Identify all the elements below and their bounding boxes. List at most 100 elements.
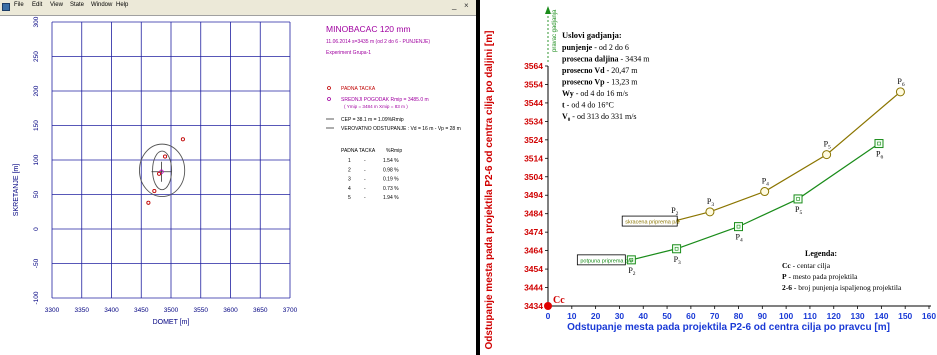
- table-cell: -: [364, 195, 366, 201]
- y-tick-label: 50: [33, 191, 40, 199]
- table-cell: 2: [348, 167, 351, 173]
- impact-point: [157, 171, 162, 176]
- data-point: [874, 139, 884, 149]
- menu-bar: File Edit View State Window Help _ ×: [0, 0, 476, 16]
- menu-state[interactable]: State: [70, 2, 85, 8]
- direction-arrow-label: pravac gadjanja: [552, 9, 558, 52]
- impact-point: [152, 188, 157, 194]
- conditions-heading: Uslovi gadjanja:: [562, 30, 622, 40]
- data-point: [760, 187, 770, 197]
- y-tick-label: 250: [33, 51, 40, 62]
- table-cell: 0.19 %: [383, 177, 399, 183]
- x-axis-label: Odstupanje mesta pada projektila P2-6 od…: [567, 322, 890, 333]
- impact-point: [180, 137, 185, 142]
- table-header: %Rmip: [386, 148, 402, 154]
- legend-mean-label: SREDNJI POGODAK Rmip = 3485.0 m: [341, 97, 429, 103]
- menu-file[interactable]: File: [14, 2, 24, 8]
- x-tick-label: 10: [567, 311, 577, 321]
- menu-edit[interactable]: Edit: [32, 2, 43, 8]
- legend-heading: Legenda:: [805, 249, 837, 258]
- condition-line: t - od 4 do 16°C: [562, 101, 614, 110]
- y-tick-label: 150: [33, 120, 40, 131]
- x-tick-label: 100: [779, 311, 793, 321]
- cep-circle: [139, 143, 186, 198]
- data-point-inner: [796, 197, 800, 201]
- legend-impact-marker: [327, 86, 331, 90]
- data-point: [734, 222, 743, 232]
- close-icon[interactable]: ×: [464, 1, 469, 10]
- data-point: [822, 150, 832, 160]
- y-tick-label: 3454: [524, 264, 543, 274]
- x-tick-label: 160: [922, 311, 936, 321]
- legend-item: P - mesto pada projektila: [782, 272, 858, 281]
- point-label: P2: [671, 206, 678, 217]
- table-cell: 1.54 %: [383, 158, 399, 164]
- legend-impact-label: PADNA TACKA: [341, 86, 376, 92]
- table-cell: -: [364, 177, 366, 183]
- menu-view[interactable]: View: [50, 2, 63, 8]
- legend-cep-label: CEP = 38.1 m = 1.09%Rmip: [341, 117, 404, 123]
- experiment-label: Experiment Grupa-1: [326, 50, 371, 56]
- y-tick-label: 3514: [524, 153, 543, 163]
- legend-deviation-label: VEROVATNO ODSTUPANJE : Vd = 16 m - Vp = …: [341, 126, 461, 132]
- panel-title: MINOBACAC 120 mm: [326, 24, 411, 34]
- x-tick-label: 90: [758, 311, 768, 321]
- y-tick-label: 3504: [524, 172, 543, 182]
- minimize-icon[interactable]: _: [452, 1, 457, 10]
- y-tick-label: 100: [33, 154, 40, 165]
- series-name-label: skracena priprema p/e: [625, 220, 680, 226]
- table-cell: 1: [348, 158, 351, 164]
- x-tick-label: 3350: [75, 307, 90, 314]
- point-label: P3: [707, 197, 714, 208]
- point-label: P4: [736, 233, 743, 244]
- data-point: [626, 255, 636, 265]
- info-line: 11.06.2014 s=3435 m (od 2 do 6 - PUNJENJ…: [326, 39, 430, 45]
- series-name-label: potpuna priprema p/e: [580, 258, 632, 264]
- series-name-box: [576, 254, 626, 266]
- point-label: P2: [628, 266, 635, 277]
- legend-mean-marker: [327, 97, 331, 101]
- menu-window[interactable]: Window: [91, 2, 113, 8]
- table-cell: 3: [348, 177, 351, 183]
- y-tick-label: 3494: [524, 190, 543, 200]
- point-label: P6: [897, 77, 904, 88]
- data-point: [793, 194, 803, 204]
- x-tick-label: 3500: [164, 307, 179, 314]
- series-line-full: [631, 143, 880, 261]
- x-tick-label: 3300: [45, 307, 60, 314]
- table-cell: 5: [348, 195, 351, 201]
- legend-item: 2-6 - broj punjenja ispaljenog projektil…: [782, 283, 902, 292]
- x-tick-label: 80: [734, 311, 744, 321]
- condition-line: V0 - od 313 do 331 m/s: [562, 112, 637, 123]
- y-tick-label: 3534: [524, 116, 543, 126]
- condition-line: prosecno Vp - 13,23 m: [562, 78, 638, 87]
- table-cell: -: [364, 186, 366, 192]
- target-center-label: Cc: [553, 295, 565, 306]
- x-tick-label: 110: [803, 311, 817, 321]
- x-tick-label: 3600: [223, 307, 238, 314]
- series-name-box: [621, 215, 678, 227]
- x-tick-label: 60: [686, 311, 696, 321]
- x-tick-label: 120: [827, 311, 841, 321]
- x-axis-label: DOMET [m]: [153, 319, 190, 326]
- data-point: [705, 207, 715, 217]
- data-point: [895, 87, 905, 97]
- data-point-inner: [877, 141, 881, 146]
- y-tick-label: 3474: [524, 227, 543, 237]
- point-label: P5: [795, 205, 802, 216]
- data-point-inner: [674, 246, 679, 251]
- direction-arrow-head: [545, 6, 551, 14]
- y-tick-label: 3524: [524, 135, 543, 145]
- point-label: P5: [824, 140, 831, 151]
- table-cell: -: [364, 158, 366, 164]
- x-tick-label: 70: [710, 311, 720, 321]
- impact-analysis-window: File Edit View State Window Help _ × 330…: [0, 0, 476, 355]
- x-tick-label: 150: [898, 311, 912, 321]
- condition-line: Wy - od 4 do 16 m/s: [562, 89, 628, 98]
- menu-help[interactable]: Help: [116, 2, 129, 8]
- table-cell: 4: [348, 186, 351, 192]
- y-tick-label: -50: [33, 258, 40, 268]
- mean-point-marker: [159, 169, 164, 174]
- data-point-inner: [629, 258, 634, 262]
- y-tick-label: 3484: [524, 209, 543, 219]
